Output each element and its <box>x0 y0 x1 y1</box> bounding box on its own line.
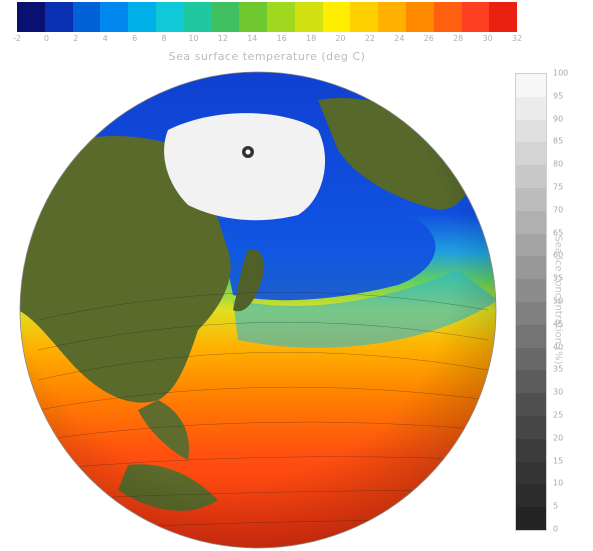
sea-ice-colorbar-segment <box>516 210 546 234</box>
sst-tick-label: -2 <box>13 34 21 43</box>
sea-ice-colorbar-segment <box>516 165 546 188</box>
sst-tick-label: 18 <box>306 34 317 43</box>
sst-tick-label: 0 <box>43 34 49 43</box>
sst-tick-label: 30 <box>482 34 493 43</box>
sst-tick-label: 8 <box>161 34 167 43</box>
sst-colorbar <box>17 2 518 32</box>
sea-ice-colorbar-segment <box>516 74 546 97</box>
sst-colorbar-segment <box>211 2 240 32</box>
sea-ice-colorbar-segment <box>516 187 546 211</box>
sst-colorbar-segment <box>72 2 101 32</box>
sst-tick-label: 22 <box>364 34 376 43</box>
sst-colorbar-segment <box>267 2 295 32</box>
sea-ice-colorbar-segment <box>516 119 546 143</box>
sst-colorbar-segment <box>100 2 129 32</box>
sst-colorbar-segment <box>239 2 268 32</box>
sst-colorbar-segment <box>322 2 351 32</box>
sea-ice-tick-label: 20 <box>553 433 564 443</box>
sst-colorbar-segment <box>44 2 73 32</box>
sst-colorbar-segment <box>17 2 45 32</box>
sea-ice-tick-label: 100 <box>553 68 569 78</box>
sea-ice-tick-label: 45 <box>553 319 564 329</box>
sea-ice-tick-label: 5 <box>553 501 559 511</box>
sst-colorbar-segment <box>350 2 379 32</box>
sea-ice-colorbar-segment <box>516 256 546 280</box>
sea-ice-colorbar-segment <box>516 461 546 485</box>
sst-tick-label: 28 <box>453 34 464 43</box>
sea-ice-tick-label: 15 <box>553 456 564 466</box>
sea-ice-tick-label: 90 <box>553 114 564 124</box>
sst-colorbar-segment <box>489 2 518 32</box>
sea-ice-colorbar-segment <box>516 142 546 166</box>
sea-ice-tick-label: 50 <box>553 296 564 306</box>
sst-colorbar-segment <box>183 2 212 32</box>
sea-ice-tick-label: 70 <box>553 205 564 215</box>
sst-tick-label: 4 <box>102 34 108 43</box>
sst-colorbar-title: Sea surface temperature (deg C) <box>168 50 366 63</box>
sst-tick-label: 10 <box>188 34 199 43</box>
sea-ice-tick-label: 10 <box>553 478 564 488</box>
sea-ice-tick-label: 25 <box>553 410 564 420</box>
sea-ice-colorbar-segment <box>516 347 546 371</box>
sea-ice-tick-label: 65 <box>553 228 564 238</box>
sst-colorbar-segment <box>155 2 184 32</box>
sst-tick-label: 14 <box>247 34 258 43</box>
sea-ice-tick-label: 40 <box>553 342 564 352</box>
sea-ice-colorbar-segment <box>516 233 546 257</box>
sst-tick-label: 6 <box>132 34 138 43</box>
globe-outline <box>19 71 497 549</box>
sea-ice-colorbar <box>515 73 547 531</box>
sea-ice-colorbar-segment <box>516 370 546 394</box>
globe-map <box>19 71 497 549</box>
sst-tick-label: 26 <box>423 34 434 43</box>
sea-ice-tick-label: 95 <box>553 91 564 101</box>
sea-ice-tick-label: 80 <box>553 159 564 169</box>
sst-colorbar-segment <box>461 2 490 32</box>
sst-colorbar-segment <box>433 2 462 32</box>
sst-colorbar-segment <box>128 2 156 32</box>
sst-colorbar-segment <box>294 2 323 32</box>
sst-tick-label: 24 <box>394 34 405 43</box>
sst-colorbar-ticks: -2 0 2 4 6 8 10 12 14 16 18 20 22 24 26 28 30 32 <box>13 34 522 48</box>
sea-ice-colorbar-segment <box>516 393 546 416</box>
sea-ice-colorbar-segment <box>516 96 546 120</box>
sea-ice-tick-label: 85 <box>553 136 564 146</box>
sea-ice-colorbar-ticks: 100 95 90 85 80 75 70 65 60 55 50 45 40 35 30 25 20 15 10 5… <box>553 69 583 534</box>
sst-tick-label: 16 <box>276 34 287 43</box>
sea-ice-colorbar-segment <box>516 415 546 439</box>
sea-ice-tick-label: 0 <box>553 524 559 534</box>
sea-ice-colorbar-segment <box>516 301 546 325</box>
sea-ice-tick-label: 75 <box>553 182 564 192</box>
sea-ice-tick-label: 55 <box>553 273 564 283</box>
sea-ice-colorbar-segment <box>516 484 546 508</box>
sst-tick-label: 32 <box>511 34 523 43</box>
sea-ice-colorbar-segment <box>516 438 546 462</box>
sst-tick-label: 2 <box>73 34 79 43</box>
sea-ice-tick-label: 60 <box>553 250 564 260</box>
sst-colorbar-segment <box>378 2 406 32</box>
sst-colorbar-segment <box>405 2 434 32</box>
sea-ice-colorbar-segment <box>516 279 546 302</box>
sst-tick-label: 20 <box>335 34 346 43</box>
sea-ice-colorbar-title: Sea ice concentration (%) <box>552 235 564 365</box>
sea-ice-colorbar-segment <box>516 507 546 530</box>
sea-ice-tick-label: 35 <box>553 364 564 374</box>
sea-ice-tick-label: 30 <box>553 387 564 397</box>
sea-ice-colorbar-segment <box>516 324 546 348</box>
sst-tick-label: 12 <box>217 34 228 43</box>
